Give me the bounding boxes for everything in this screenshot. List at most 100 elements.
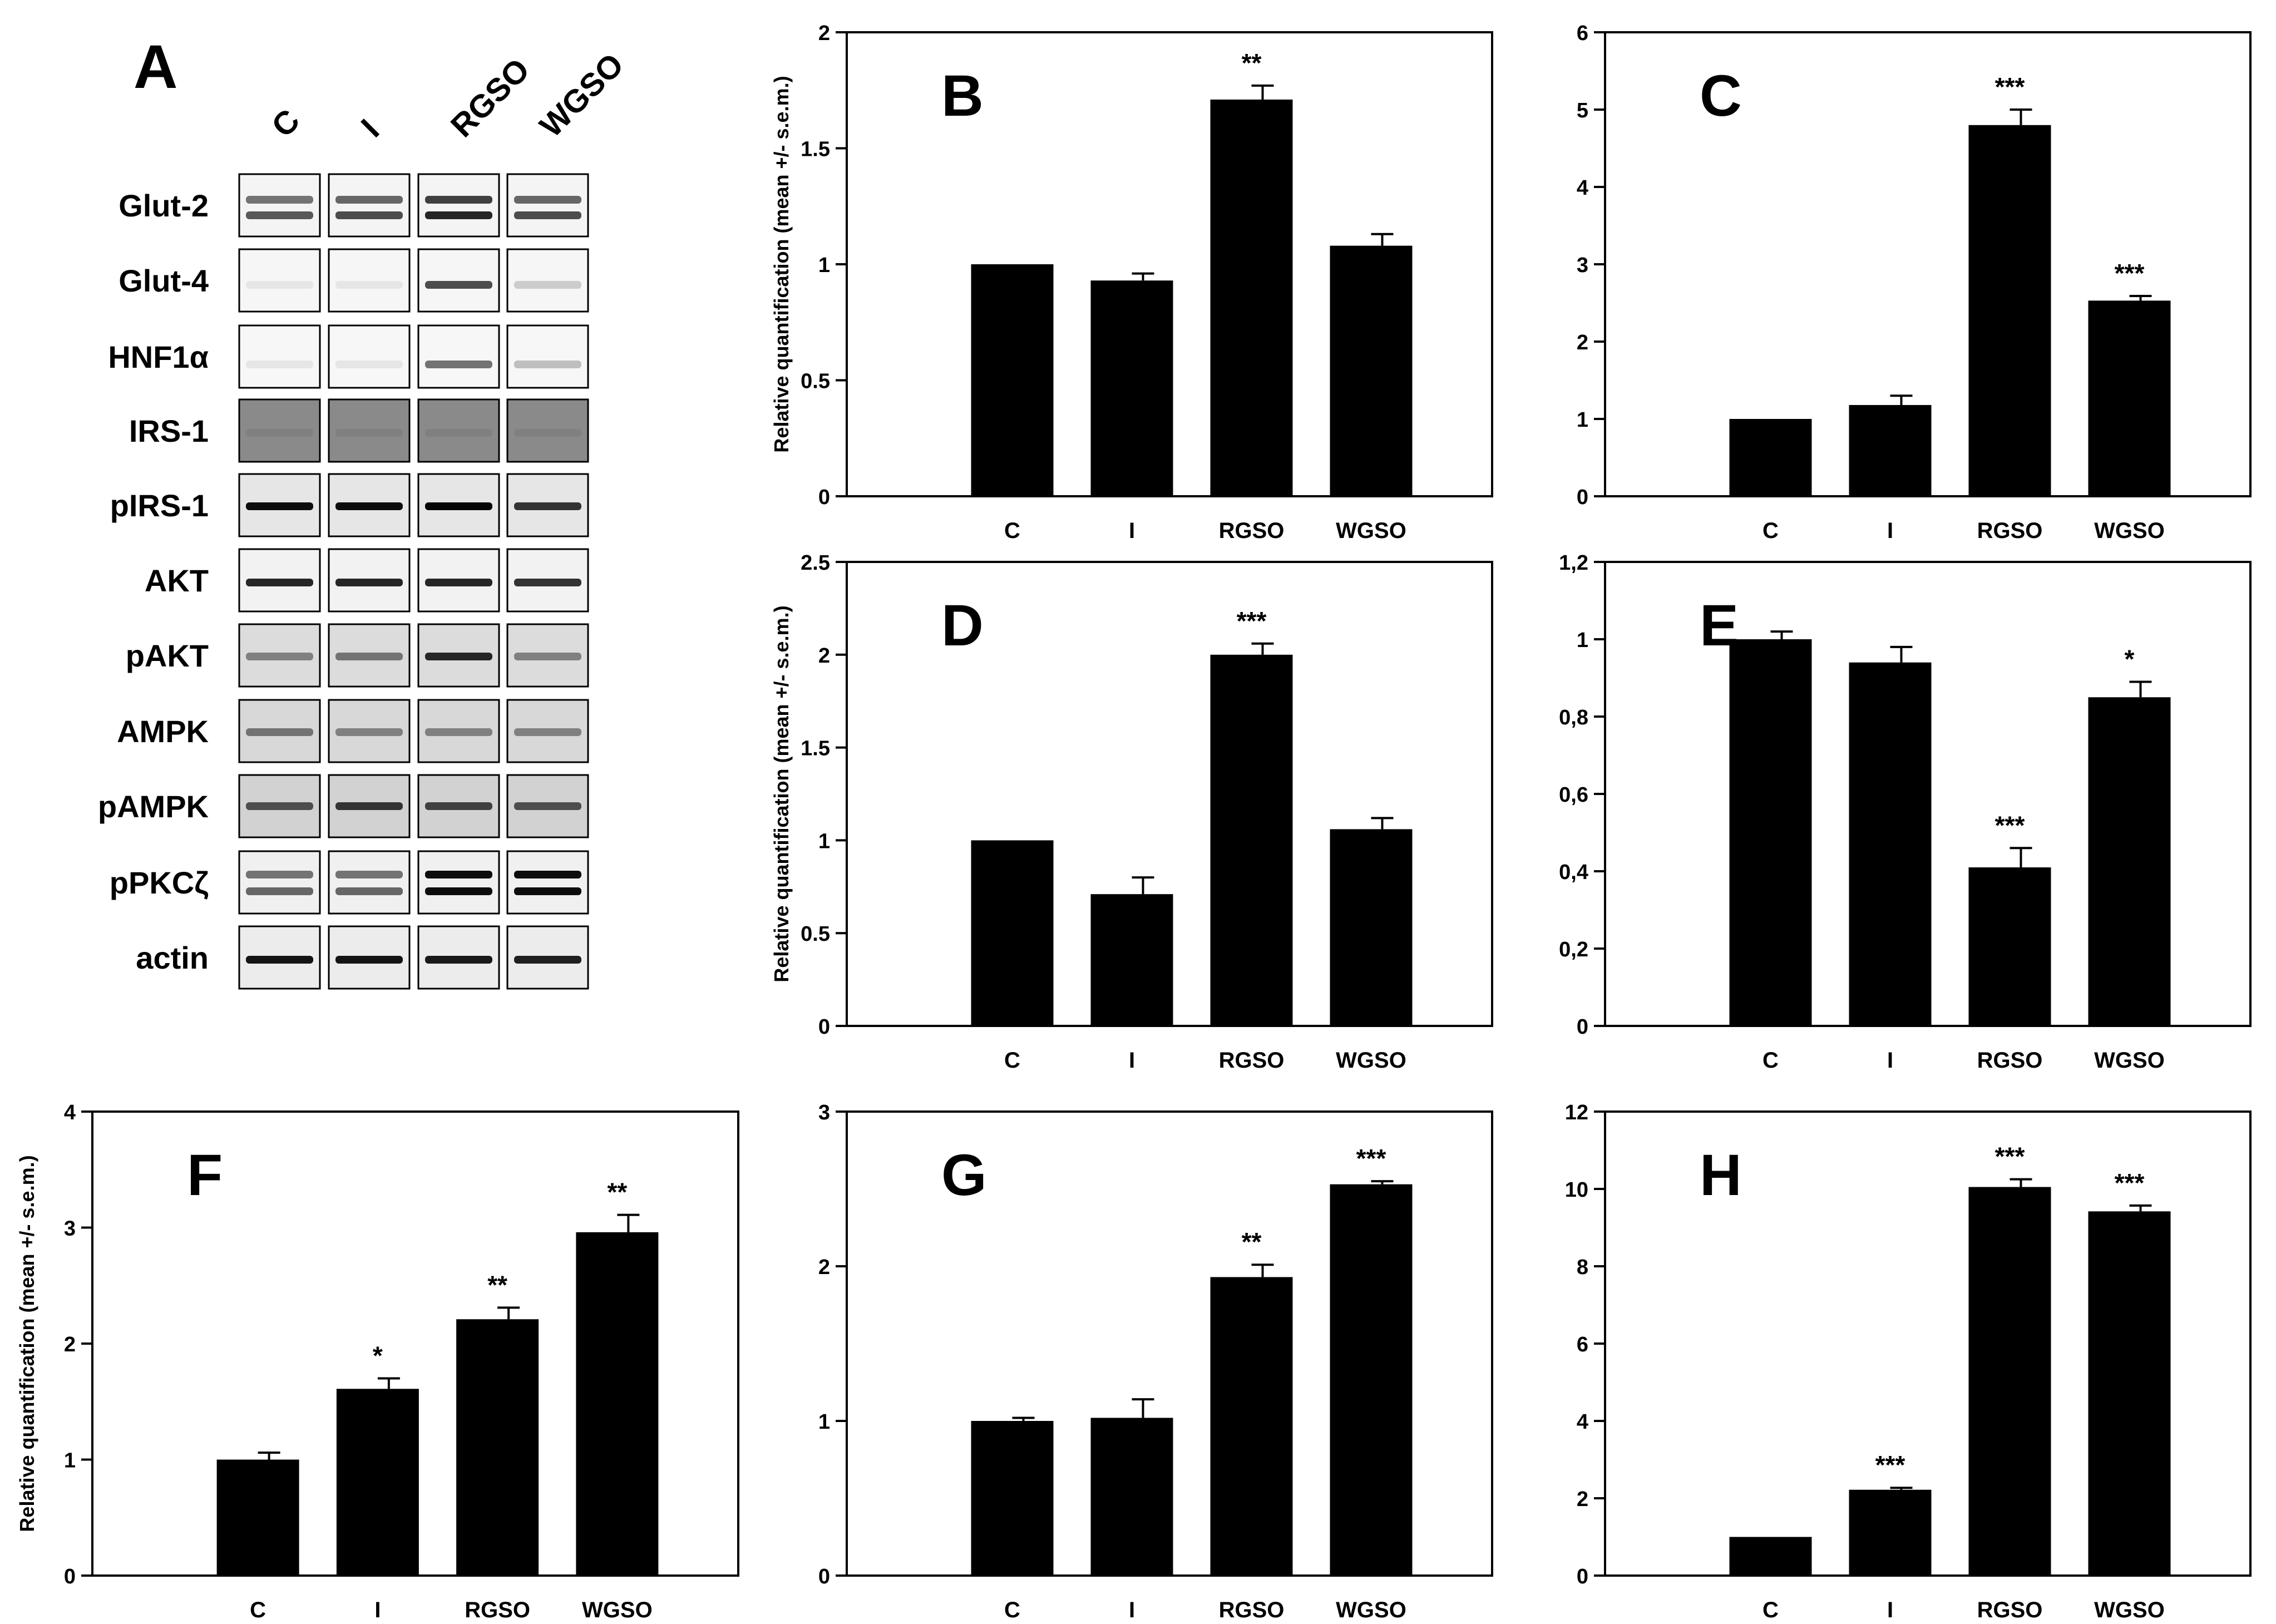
blot-band bbox=[425, 211, 492, 219]
bar bbox=[1849, 662, 1932, 1026]
x-tick-label: WGSO bbox=[2094, 519, 2165, 543]
bar bbox=[1330, 1184, 1413, 1576]
blot-band bbox=[246, 429, 313, 437]
blot-band bbox=[514, 196, 581, 204]
significance-mark: *** bbox=[1356, 1144, 1386, 1173]
x-tick-label: RGSO bbox=[1977, 1598, 2043, 1622]
blot-band bbox=[425, 653, 492, 660]
x-tick-label: C bbox=[1004, 519, 1020, 543]
blot-lane bbox=[328, 324, 411, 389]
y-axis-label: Relative quantification (mean +/- s.e.m.… bbox=[770, 605, 793, 982]
y-tick-label: 2 bbox=[1577, 331, 1588, 354]
protein-label: pAMPK bbox=[98, 789, 209, 824]
blot-band bbox=[425, 956, 492, 964]
bar bbox=[2088, 300, 2171, 496]
y-tick-label: 4 bbox=[1577, 1410, 1588, 1434]
significance-mark: *** bbox=[2115, 259, 2145, 288]
blot-band bbox=[425, 887, 492, 895]
x-tick-label: C bbox=[1762, 1048, 1779, 1073]
blot-band bbox=[335, 728, 403, 736]
x-tick-label: C bbox=[1762, 519, 1779, 543]
blot-lane bbox=[417, 850, 500, 915]
x-tick-label: WGSO bbox=[2094, 1048, 2165, 1073]
significance-mark: *** bbox=[1237, 606, 1267, 635]
blot-band bbox=[246, 502, 313, 510]
bar bbox=[456, 1319, 539, 1576]
bar bbox=[1090, 894, 1173, 1026]
lane-label: RGSO bbox=[444, 51, 537, 144]
y-tick-label: 0,4 bbox=[1559, 861, 1588, 884]
y-tick-label: 4 bbox=[1577, 176, 1588, 200]
blot-band bbox=[514, 361, 581, 368]
bar bbox=[1968, 867, 2051, 1026]
bar bbox=[1729, 639, 1812, 1026]
bar bbox=[971, 264, 1054, 496]
y-tick-label: 2 bbox=[818, 1256, 830, 1279]
chart-G: G 0 1 2 3 C I ** RGSO *** WGSO bbox=[818, 1101, 1493, 1622]
blot-band bbox=[246, 653, 313, 660]
blot-band bbox=[246, 361, 313, 368]
blot-band bbox=[246, 956, 313, 964]
x-tick-label: I bbox=[1887, 519, 1893, 543]
y-tick-label: 4 bbox=[64, 1101, 76, 1124]
blot-band bbox=[335, 196, 403, 204]
bar bbox=[1849, 1489, 1932, 1576]
y-tick-label: 0,2 bbox=[1559, 938, 1588, 961]
significance-mark: *** bbox=[1995, 72, 2025, 101]
y-tick-label: 0 bbox=[1577, 486, 1588, 509]
blot-band bbox=[425, 429, 492, 437]
chart-C: C 0 1 2 3 4 5 6 C I *** RGSO *** WGSO bbox=[1577, 22, 2252, 543]
significance-mark: ** bbox=[1242, 48, 1262, 77]
blot-band bbox=[335, 956, 403, 964]
y-tick-label: 0 bbox=[818, 486, 830, 509]
blot-lane bbox=[328, 173, 411, 238]
blot-band bbox=[246, 579, 313, 586]
blot-band bbox=[335, 429, 403, 437]
blot-lane bbox=[417, 173, 500, 238]
blot-band bbox=[335, 361, 403, 368]
y-tick-label: 1 bbox=[1577, 408, 1588, 432]
blot-lane bbox=[506, 850, 589, 915]
x-tick-label: RGSO bbox=[1219, 1598, 1285, 1622]
bar bbox=[576, 1232, 659, 1576]
chart-F: F 0 1 2 3 4 Relative quantification (mean +/- … bbox=[16, 1101, 739, 1622]
y-tick-label: 12 bbox=[1565, 1101, 1588, 1124]
blot-band bbox=[246, 728, 313, 736]
blot-lane bbox=[238, 248, 321, 313]
blot-band bbox=[514, 728, 581, 736]
bar bbox=[1090, 1418, 1173, 1576]
blot-lane bbox=[238, 850, 321, 915]
lane-label: I bbox=[354, 112, 386, 144]
panel-label: H bbox=[1700, 1143, 1742, 1208]
blot-band bbox=[425, 502, 492, 510]
blot-band bbox=[425, 871, 492, 878]
blot-band bbox=[514, 579, 581, 586]
protein-label: pAKT bbox=[126, 638, 209, 673]
blot-band bbox=[246, 211, 313, 219]
blot-band bbox=[246, 871, 313, 878]
bar bbox=[216, 1459, 299, 1576]
blot-band bbox=[425, 361, 492, 368]
chart-E: E00,20,40,60,811,2C I***RGSO*WGSO bbox=[1559, 551, 2252, 1073]
y-tick-label: 0 bbox=[818, 1015, 830, 1039]
y-tick-label: 1 bbox=[818, 254, 830, 277]
blot-band bbox=[246, 281, 313, 289]
significance-mark: * bbox=[373, 1341, 383, 1370]
chart-H: H 0 2 4 6 8 10 12 C *** I *** RGSO *** WGSO bbox=[1565, 1101, 2252, 1622]
blot-band bbox=[514, 653, 581, 660]
bar bbox=[1210, 99, 1293, 496]
y-tick-label: 2 bbox=[818, 22, 830, 45]
y-tick-label: 0 bbox=[64, 1565, 76, 1588]
y-tick-label: 0 bbox=[1577, 1015, 1588, 1039]
panel-label: G bbox=[941, 1143, 987, 1208]
blot-band bbox=[514, 871, 581, 878]
significance-mark: ** bbox=[487, 1270, 507, 1299]
y-tick-label: 0.5 bbox=[801, 922, 830, 946]
x-tick-label: I bbox=[1129, 1598, 1135, 1622]
x-tick-label: WGSO bbox=[2094, 1598, 2165, 1622]
y-tick-label: 3 bbox=[1577, 254, 1588, 277]
y-tick-label: 10 bbox=[1565, 1178, 1588, 1202]
significance-mark: * bbox=[2125, 644, 2135, 673]
